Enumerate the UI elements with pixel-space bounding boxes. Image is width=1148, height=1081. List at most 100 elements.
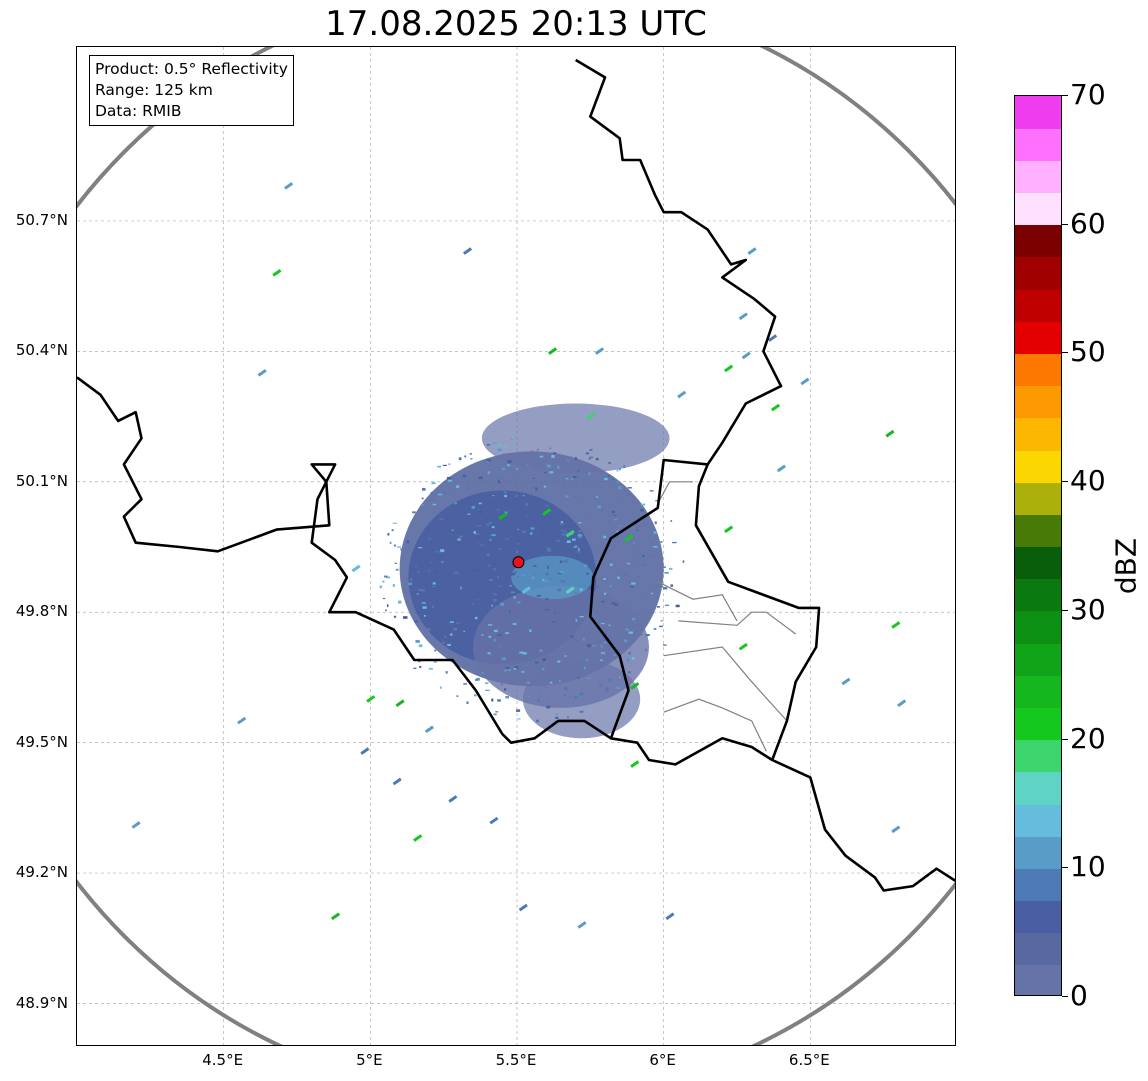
echo-speck [476,550,479,553]
colorbar-segment [1015,417,1061,451]
echo-speck [539,649,543,652]
echo-speck [516,709,521,713]
echo-speck [498,444,502,447]
echo-speck [597,505,601,509]
echo-speck [503,491,507,494]
echo-speck [648,536,651,540]
echo-speck [672,541,677,544]
echo-cell [630,682,640,690]
echo-speck [441,641,446,644]
echo-speck [498,482,501,484]
echo-speck [476,525,481,527]
echo-speck [493,593,497,596]
echo-speck [508,669,511,671]
echo-speck [527,696,531,698]
echo-speck [549,471,554,474]
echo-speck [650,592,654,595]
echo-speck [636,529,639,531]
echo-speck [542,578,545,582]
colorbar-segment [1015,643,1061,676]
echo-speck [531,486,535,489]
echo-speck [512,623,517,625]
echo-speck [640,554,645,557]
echo-speck [517,528,520,531]
colorbar-segment [1015,771,1061,805]
echo-speck [497,479,500,483]
echo-speck [614,603,619,606]
echo-speck [505,632,509,635]
echo-speck [505,695,510,699]
echo-speck [430,561,433,564]
echo-speck [583,564,588,567]
radar-site-marker[interactable] [512,556,525,569]
echo-speck [486,459,491,462]
echo-speck [416,593,419,595]
echo-speck [642,554,645,558]
echo-speck [574,696,578,699]
echo-cell [724,364,734,373]
echo-speck [514,666,519,669]
echo-speck [559,571,565,574]
echo-speck [486,461,489,463]
echo-speck [571,477,574,481]
echo-speck [633,542,636,544]
product-label: Product: 0.5° Reflectivity [95,60,288,78]
echo-speck [650,541,654,545]
echo-area [481,403,670,474]
radar-map[interactable] [76,46,956,1046]
echo-speck [537,461,541,465]
echo-speck [609,584,612,588]
echo-speck [448,479,452,482]
echo-speck [622,644,624,646]
echo-speck [559,560,563,563]
echo-speck [453,627,458,631]
echo-speck [387,533,390,536]
echo-speck [546,548,552,552]
echo-speck [659,625,663,628]
echo-cell [392,777,402,786]
echo-speck [518,538,522,542]
echo-speck [572,476,577,478]
echo-speck [406,540,410,544]
echo-speck [585,452,590,455]
colorbar-tick [1062,352,1068,354]
echo-speck [554,612,556,614]
echo-speck [429,499,433,502]
echo-speck [586,605,589,608]
echo-speck [660,620,664,622]
echo-speck [637,559,641,562]
echo-speck [475,678,478,681]
echo-speck [391,529,394,532]
echo-speck [577,551,581,553]
echo-speck [662,644,667,646]
country-border-line [575,58,821,761]
echo-speck [541,675,545,678]
echo-cell [413,834,423,842]
echo-speck [616,686,621,690]
echo-speck [557,588,562,592]
echo-speck [514,571,517,574]
echo-speck [501,468,506,470]
echo-speck [551,455,555,458]
echo-speck [570,635,574,638]
echo-speck [426,628,431,631]
echo-speck [528,655,532,658]
echo-speck [588,472,591,475]
echo-speck [493,713,497,716]
colorbar-segment [1015,707,1061,741]
echo-speck [658,541,662,543]
echo-speck [435,551,440,553]
echo-speck [535,487,538,491]
echo-speck [581,486,584,488]
echo-speck [529,629,532,633]
echo-speck [540,497,543,499]
echo-speck [588,457,592,460]
echo-speck [555,716,559,719]
echo-speck [627,562,631,565]
colorbar-tick [1062,738,1068,740]
echo-speck [554,668,558,672]
echo-speck [385,609,387,612]
echo-speck [504,494,508,498]
colorbar-segment [1015,482,1061,515]
regional-border-line [663,646,788,722]
